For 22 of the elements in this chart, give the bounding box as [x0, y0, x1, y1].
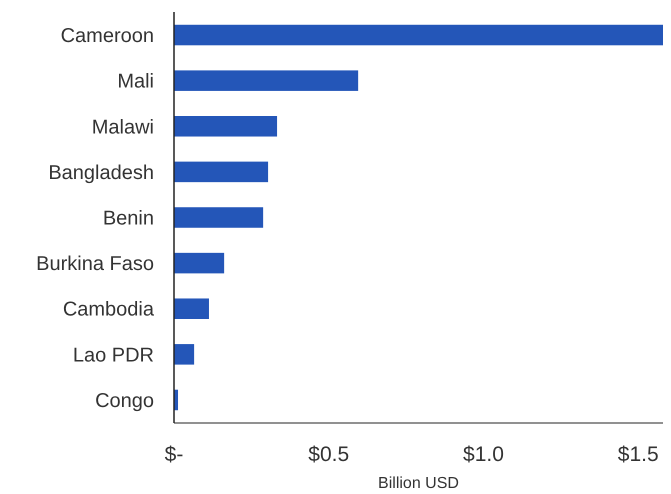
y-tick-label: Congo [95, 390, 154, 412]
x-tick-label: $1.0 [463, 443, 504, 466]
bar [174, 24, 663, 46]
y-tick-label: Lao PDR [72, 344, 154, 366]
x-axis-title: Billion USD [378, 475, 459, 492]
bar [174, 207, 264, 228]
y-tick-label: Malawi [92, 116, 154, 138]
x-tick-label: $- [164, 443, 184, 466]
x-tick-label: $1.5 [618, 443, 659, 466]
y-tick-label: Cambodia [62, 298, 155, 321]
bar [174, 298, 209, 319]
y-tick-label: Burkina Faso [36, 253, 154, 276]
y-tick-label: Benin [102, 208, 154, 230]
y-tick-label: Bangladesh [48, 162, 154, 184]
bar [174, 116, 278, 137]
bar [174, 344, 194, 365]
bar [174, 162, 268, 182]
bar [174, 252, 224, 274]
y-tick-label: Cameroon [60, 25, 154, 48]
bar [174, 70, 358, 91]
y-tick-label: Mali [117, 70, 154, 93]
x-tick-label: $0.5 [308, 443, 350, 466]
